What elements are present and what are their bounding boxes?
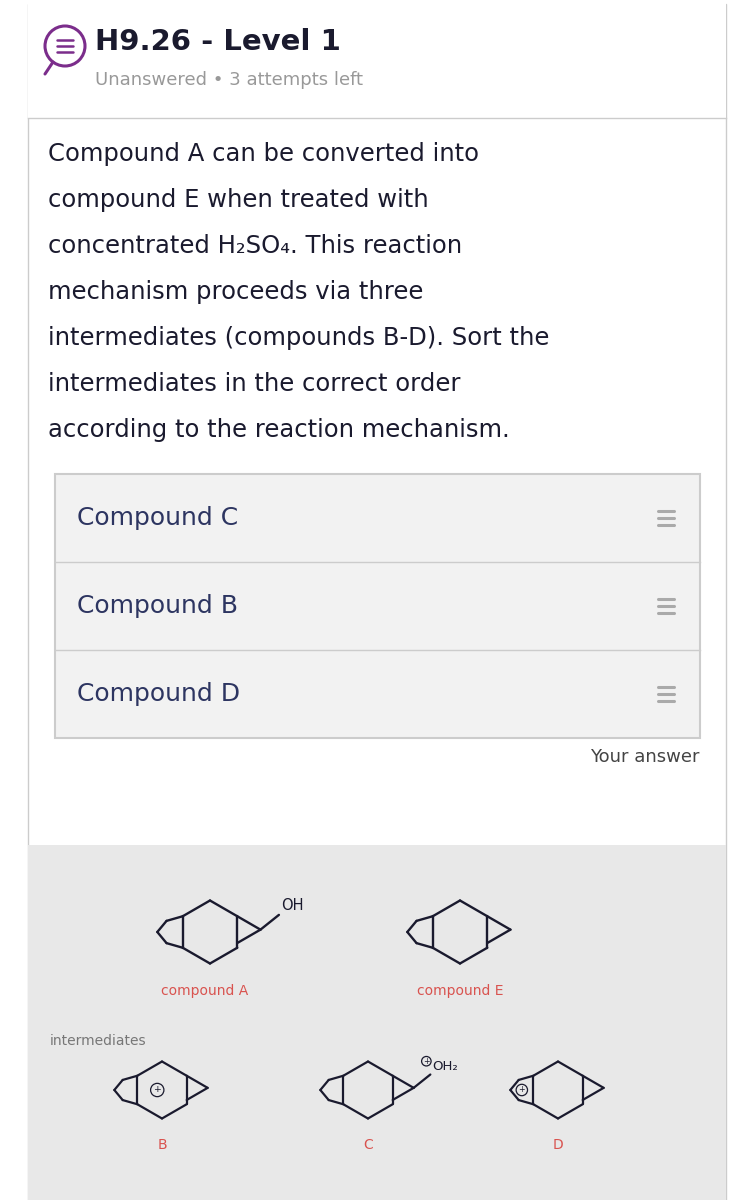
FancyBboxPatch shape [55,650,700,738]
FancyBboxPatch shape [28,845,726,1200]
Text: intermediates: intermediates [50,1034,146,1048]
Text: compound E: compound E [417,984,503,998]
Text: OH: OH [281,898,303,913]
Text: according to the reaction mechanism.: according to the reaction mechanism. [48,418,510,442]
Text: Unanswered • 3 attempts left: Unanswered • 3 attempts left [95,71,363,89]
Text: +: + [519,1086,525,1094]
Text: intermediates (compounds B-D). Sort the: intermediates (compounds B-D). Sort the [48,326,550,350]
Text: +: + [423,1057,430,1066]
Text: OH₂: OH₂ [432,1060,458,1073]
Text: compound E when treated with: compound E when treated with [48,188,428,212]
Text: Your answer: Your answer [590,748,700,766]
Text: Compound C: Compound C [77,506,238,530]
Text: B: B [157,1138,167,1152]
FancyBboxPatch shape [55,562,700,650]
Text: Compound B: Compound B [77,594,238,618]
Text: H9.26 - Level 1: H9.26 - Level 1 [95,28,341,56]
Text: Compound D: Compound D [77,682,240,706]
Text: intermediates in the correct order: intermediates in the correct order [48,372,461,396]
Text: Compound A can be converted into: Compound A can be converted into [48,142,479,166]
Text: compound A: compound A [161,984,249,998]
Text: +: + [153,1086,161,1094]
FancyBboxPatch shape [28,4,726,1200]
Text: C: C [363,1138,373,1152]
FancyBboxPatch shape [28,0,726,118]
FancyBboxPatch shape [55,474,700,562]
Text: concentrated H₂SO₄. This reaction: concentrated H₂SO₄. This reaction [48,234,462,258]
Text: D: D [553,1138,563,1152]
Text: mechanism proceeds via three: mechanism proceeds via three [48,280,424,304]
